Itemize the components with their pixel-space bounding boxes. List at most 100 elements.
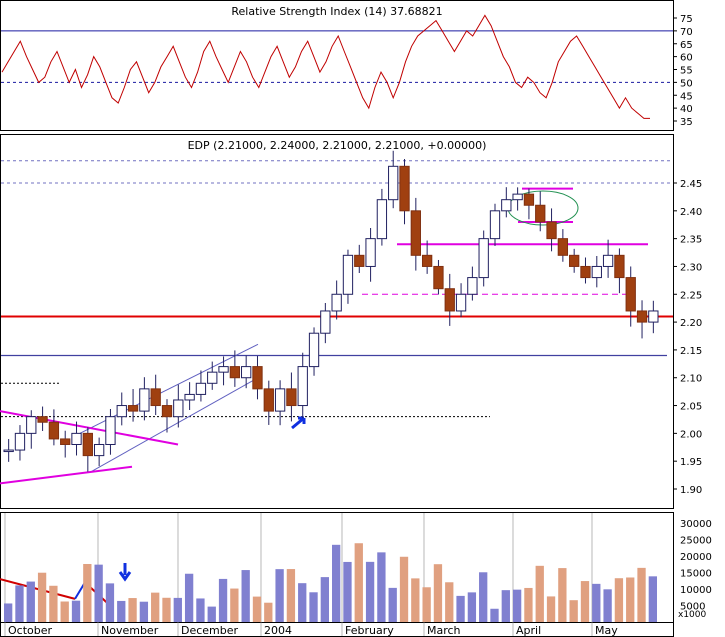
month-label: February xyxy=(345,624,394,637)
chart-title: EDP (2.21000, 2.24000, 2.21000, 2.21000,… xyxy=(188,139,487,152)
candle-body xyxy=(376,199,388,240)
volume-bar xyxy=(626,577,635,622)
candle-body xyxy=(467,277,478,295)
candle-body xyxy=(60,438,71,445)
candle-body xyxy=(455,293,467,312)
rsi-tick: 70 xyxy=(680,27,693,38)
month-label: April xyxy=(516,624,541,637)
volume-trend-line xyxy=(0,578,76,600)
volume-bar xyxy=(264,602,273,622)
candle-body xyxy=(342,254,354,295)
rsi-tick: 40 xyxy=(680,104,693,115)
volume-bar xyxy=(275,569,284,622)
volume-bar xyxy=(580,581,590,622)
volume-bar xyxy=(332,544,341,622)
price-tick: 2.20 xyxy=(680,318,702,329)
candle-body xyxy=(602,254,614,267)
rsi-tick: 35 xyxy=(680,117,693,128)
volume-bar xyxy=(411,578,420,622)
price-tick: 2.10 xyxy=(680,374,702,385)
volume-bar xyxy=(343,561,352,622)
candle-body xyxy=(37,416,48,423)
volume-bar xyxy=(592,583,601,622)
candle-body xyxy=(478,238,489,279)
candle-body xyxy=(523,193,535,206)
volume-bar xyxy=(524,587,533,622)
rsi-tick: 75 xyxy=(680,14,693,25)
volume-bar xyxy=(377,552,386,622)
arrow-down xyxy=(118,563,132,582)
rsi-panel xyxy=(0,0,674,131)
price-tick: 2.35 xyxy=(680,235,702,246)
triangle-line xyxy=(0,465,133,485)
volume-bar xyxy=(15,585,24,622)
candle-body xyxy=(26,416,37,434)
candle-body xyxy=(297,366,308,407)
candle-body xyxy=(546,221,557,240)
month-label: May xyxy=(595,624,618,637)
volume-tick: 25000 xyxy=(680,536,712,547)
candle-body xyxy=(535,204,546,223)
volume-bar xyxy=(230,588,239,622)
rsi-tick: 65 xyxy=(680,40,693,51)
volume-multiplier: x1000 xyxy=(678,610,707,620)
volume-bar xyxy=(207,606,216,622)
month-label: December xyxy=(181,624,239,637)
volume-bar xyxy=(365,561,375,622)
price-tick: 1.95 xyxy=(680,457,702,468)
candle-body xyxy=(116,405,127,418)
candle-body xyxy=(286,388,297,407)
volume-tick: 30000 xyxy=(680,519,712,530)
volume-bar xyxy=(388,587,397,622)
volume-bar xyxy=(614,578,624,622)
volume-bar xyxy=(354,543,363,622)
candle-body xyxy=(14,432,26,451)
volume-bar xyxy=(569,600,578,622)
candle-body xyxy=(71,432,82,445)
volume-bar xyxy=(603,589,612,622)
candle-body xyxy=(614,254,625,279)
candle-body xyxy=(105,416,116,445)
candle-body xyxy=(218,366,229,373)
volume-bar xyxy=(60,601,69,622)
volume-bar xyxy=(433,564,443,622)
volume-tick: 15000 xyxy=(680,569,712,580)
volume-bar xyxy=(501,590,510,622)
month-label: March xyxy=(427,624,461,637)
candle-body xyxy=(636,310,648,323)
candle-body xyxy=(241,366,252,379)
volume-tick: 5000 xyxy=(680,602,705,613)
volume-bar xyxy=(173,597,182,622)
candle-body xyxy=(161,405,173,418)
candle-body xyxy=(3,449,14,453)
price-tick: 2.30 xyxy=(680,262,702,273)
volume-bar xyxy=(399,556,409,622)
volume-bar xyxy=(535,565,544,622)
candle-body xyxy=(184,393,195,401)
volume-bar xyxy=(546,596,556,622)
candle-body xyxy=(648,310,659,323)
candle-body xyxy=(625,277,636,312)
volume-bar xyxy=(241,570,250,622)
volume-bar xyxy=(286,569,296,622)
price-tick: 2.05 xyxy=(680,402,702,413)
candle-body xyxy=(433,265,444,290)
candle-body xyxy=(410,210,421,256)
month-label: 2004 xyxy=(264,624,292,637)
volume-tick: 10000 xyxy=(680,585,712,596)
candle-body xyxy=(388,165,399,201)
price-tick: 2.00 xyxy=(680,429,702,440)
volume-bar xyxy=(162,597,171,622)
candle-body xyxy=(580,265,591,279)
candle-body xyxy=(173,399,184,418)
candle-body xyxy=(207,371,218,384)
rsi-line xyxy=(1,14,650,119)
rsi-tick: 50 xyxy=(680,78,693,89)
volume-bar xyxy=(128,598,137,622)
volume-bar xyxy=(71,600,81,622)
candle-body xyxy=(82,432,93,457)
candle-body xyxy=(591,265,602,279)
candle-body xyxy=(421,254,433,267)
candle-body xyxy=(501,199,512,212)
